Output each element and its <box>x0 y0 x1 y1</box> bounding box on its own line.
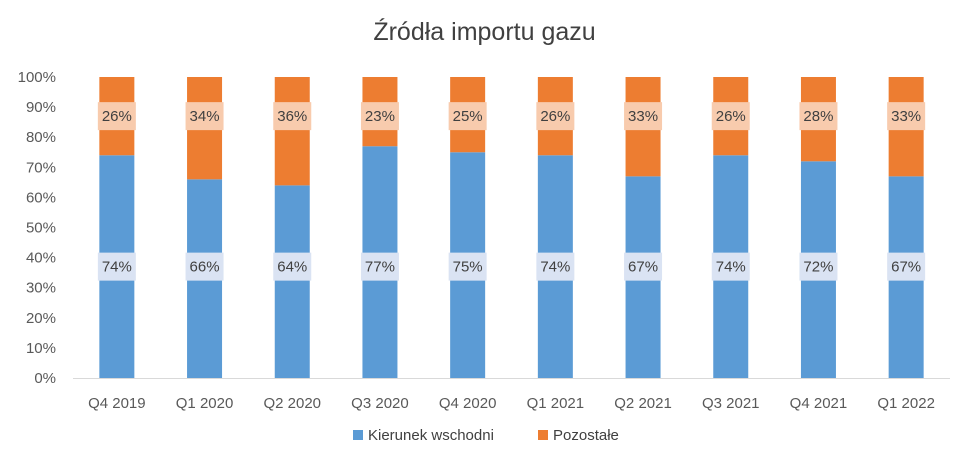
data-label: 64% <box>277 259 307 276</box>
data-label: 34% <box>190 108 220 125</box>
y-tick-label: 100% <box>18 69 56 86</box>
x-tick-label: Q4 2020 <box>439 395 497 412</box>
data-label-box <box>799 102 838 131</box>
y-tick-label: 10% <box>26 340 56 357</box>
legend-label: Pozostałe <box>553 427 619 444</box>
legend-swatch <box>538 430 548 440</box>
data-label-box <box>273 252 312 281</box>
y-tick-label: 40% <box>26 250 56 267</box>
legend-swatch <box>353 430 363 440</box>
data-label-box <box>97 252 136 281</box>
y-tick-label: 90% <box>26 99 56 116</box>
data-label: 72% <box>803 259 833 276</box>
data-label: 66% <box>190 259 220 276</box>
data-label-box <box>799 252 838 281</box>
y-tick-label: 80% <box>26 129 56 146</box>
x-tick-label: Q1 2021 <box>527 395 585 412</box>
x-tick-label: Q4 2019 <box>88 395 146 412</box>
bar-segment <box>274 77 310 186</box>
data-label-box <box>536 102 575 131</box>
y-tick-label: 30% <box>26 280 56 297</box>
data-label: 67% <box>891 259 921 276</box>
data-label: 26% <box>102 108 132 125</box>
data-label: 26% <box>716 108 746 125</box>
x-tick-label: Q4 2021 <box>790 395 848 412</box>
y-tick-label: 0% <box>34 370 56 387</box>
data-label: 77% <box>365 259 395 276</box>
data-label-box <box>711 102 750 131</box>
data-label: 25% <box>453 108 483 125</box>
data-label-box <box>185 252 224 281</box>
y-tick-label: 60% <box>26 189 56 206</box>
data-label-box <box>624 252 663 281</box>
data-label: 28% <box>803 108 833 125</box>
legend-label: Kierunek wschodni <box>368 427 494 444</box>
y-tick-label: 20% <box>26 310 56 327</box>
data-label-box <box>624 102 663 131</box>
x-tick-label: Q2 2020 <box>263 395 321 412</box>
data-label: 74% <box>716 259 746 276</box>
bar-segment <box>274 185 310 378</box>
data-label-box <box>448 252 487 281</box>
data-label-box <box>887 102 926 131</box>
data-label-box <box>97 102 136 131</box>
data-label: 23% <box>365 108 395 125</box>
data-label-box <box>185 102 224 131</box>
x-tick-label: Q1 2022 <box>877 395 935 412</box>
data-label-box <box>448 102 487 131</box>
y-tick-label: 50% <box>26 220 56 237</box>
data-label-box <box>273 102 312 131</box>
data-label-box <box>360 102 399 131</box>
data-label: 75% <box>453 259 483 276</box>
data-label: 36% <box>277 108 307 125</box>
data-label: 74% <box>102 259 132 276</box>
data-label-box <box>887 252 926 281</box>
y-tick-label: 70% <box>26 159 56 176</box>
data-label-box <box>360 252 399 281</box>
chart-title: Źródła importu gazu <box>373 18 596 46</box>
data-label-box <box>536 252 575 281</box>
data-label: 26% <box>540 108 570 125</box>
data-label: 67% <box>628 259 658 276</box>
x-tick-label: Q3 2020 <box>351 395 409 412</box>
data-label: 33% <box>891 108 921 125</box>
data-label-box <box>711 252 750 281</box>
x-tick-label: Q2 2021 <box>614 395 672 412</box>
x-tick-label: Q1 2020 <box>176 395 234 412</box>
data-label: 33% <box>628 108 658 125</box>
x-tick-label: Q3 2021 <box>702 395 760 412</box>
data-label: 74% <box>540 259 570 276</box>
